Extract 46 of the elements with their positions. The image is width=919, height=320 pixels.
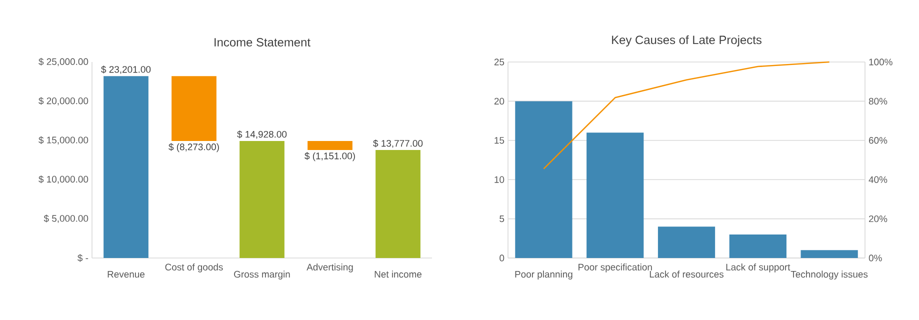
x-tick-label: Cost of goods	[165, 264, 223, 272]
y2-tick-label: 40%	[868, 176, 888, 183]
bar	[800, 250, 858, 258]
y2-tick-label: 80%	[868, 98, 888, 105]
y-tick-label: $ 5,000.00	[44, 214, 88, 223]
data-label: $ (8,273.00)	[168, 143, 219, 152]
x-tick-label: Gross margin	[234, 270, 290, 280]
x-tick-label: Lack of support	[726, 264, 790, 272]
y-tick-label: 10	[494, 176, 504, 183]
x-tick-label: Poor specification	[578, 264, 652, 272]
bar	[104, 76, 148, 258]
y2-tick-label: 100%	[869, 58, 892, 66]
line-series	[543, 61, 830, 170]
bar	[308, 140, 352, 150]
x-tick-label: Technology issues	[790, 270, 868, 280]
bar	[376, 150, 420, 258]
y-tick-label: 20	[494, 98, 504, 105]
bar	[240, 140, 284, 258]
chart-title: Income Statement	[214, 38, 310, 46]
x-tick-label: Revenue	[108, 271, 145, 278]
data-label: $ 14,928.00	[237, 130, 287, 139]
y-tick-label: 5	[500, 215, 504, 222]
y-tick-label: $ 10,000.00	[38, 175, 88, 184]
x-tick-label: Advertising	[306, 264, 353, 272]
y-tick-label: $ -	[78, 254, 88, 262]
y-tick-label: $ 20,000.00	[38, 97, 88, 106]
chart-title: Key Causes of Late Projects	[612, 35, 762, 47]
bar	[515, 101, 572, 258]
bar	[729, 234, 786, 258]
y2-tick-label: 60%	[869, 137, 888, 144]
y2-tick-label: 20%	[869, 215, 888, 222]
data-label: $ 13,777.00	[373, 140, 423, 148]
y2-tick-label: 0%	[868, 254, 882, 262]
y-tick-label: 0	[500, 254, 504, 262]
data-label: $ 23,201.00	[101, 66, 151, 74]
bar	[658, 226, 716, 258]
y-tick-label: $ 15,000.00	[38, 136, 88, 145]
data-label: $ (1,151.00)	[304, 152, 355, 162]
x-tick-label: Poor planning	[515, 270, 572, 280]
x-tick-label: Lack of resources	[650, 270, 724, 278]
bar	[586, 132, 644, 258]
y-tick-label: $ 25,000.00	[38, 58, 88, 66]
bar	[172, 76, 216, 141]
x-tick-label: Net income	[374, 270, 422, 278]
y-tick-label: 25	[494, 58, 504, 66]
y-tick-label: 15	[494, 137, 504, 144]
